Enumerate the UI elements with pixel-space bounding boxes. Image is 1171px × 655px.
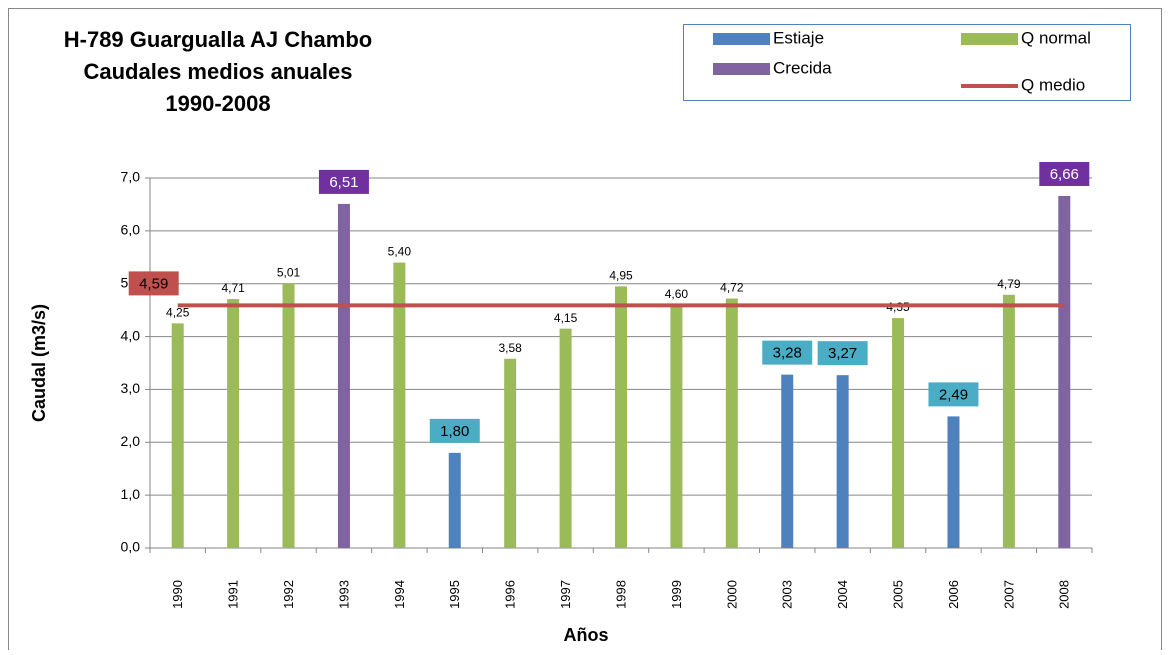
- chart-frame: [8, 8, 1162, 655]
- x-axis-title: Años: [564, 625, 609, 645]
- value-label: 4,15: [554, 311, 578, 325]
- bar: [171, 323, 184, 548]
- x-tick-label: 2000: [724, 580, 739, 609]
- chart-title: Caudales medios anuales: [84, 59, 353, 84]
- x-tick-label: 2003: [780, 580, 795, 609]
- legend-label: Q normal: [1021, 28, 1091, 47]
- bar: [1002, 294, 1015, 548]
- bar: [282, 283, 295, 548]
- x-tick-label: 2004: [835, 580, 850, 609]
- y-tick-label: 7,0: [121, 169, 141, 185]
- bar: [1058, 195, 1071, 548]
- value-label-box: [429, 418, 480, 443]
- bar: [781, 374, 794, 548]
- bar: [393, 262, 406, 548]
- bar: [227, 299, 240, 548]
- bar: [448, 452, 461, 548]
- x-tick-label: 1998: [613, 580, 628, 609]
- value-label: 4,95: [609, 269, 633, 283]
- y-tick-label: 0,0: [121, 539, 141, 555]
- chart-title: 1990-2008: [165, 91, 270, 116]
- bar: [559, 328, 572, 548]
- y-axis-title: Caudal (m3/s): [29, 304, 49, 422]
- value-label-box: [817, 341, 868, 366]
- y-tick-label: 1,0: [121, 486, 141, 502]
- value-label: 3,28: [773, 345, 802, 362]
- legend-label: Estiaje: [773, 28, 824, 47]
- value-label: 5,40: [388, 245, 412, 259]
- value-label: 4,72: [720, 281, 744, 295]
- value-label: 6,66: [1050, 166, 1079, 183]
- legend-label: Crecida: [773, 58, 832, 77]
- value-label: 6,51: [329, 174, 358, 191]
- bar: [615, 286, 627, 548]
- y-tick-label: 6,0: [121, 222, 141, 238]
- x-tick-label: 2007: [1001, 580, 1016, 609]
- value-label: 4,71: [221, 281, 245, 295]
- value-label-box: [318, 169, 369, 194]
- bar: [836, 375, 849, 548]
- bar: [725, 298, 738, 548]
- x-tick-label: 1999: [669, 580, 684, 609]
- bar: [947, 416, 960, 548]
- x-tick-label: 1995: [447, 580, 462, 609]
- value-label: 2,49: [939, 386, 968, 403]
- x-tick-label: 1992: [281, 580, 296, 609]
- legend-label: Q medio: [1021, 75, 1085, 94]
- x-tick-label: 1991: [226, 580, 241, 609]
- value-label-box: [928, 382, 979, 407]
- y-tick-label: 4,0: [121, 327, 141, 343]
- y-tick-label: 2,0: [121, 433, 141, 449]
- x-tick-label: 1993: [336, 580, 351, 609]
- value-label: 3,27: [828, 345, 857, 362]
- value-label-box: [762, 340, 813, 365]
- x-tick-label: 2005: [890, 580, 905, 609]
- x-tick-label: 2008: [1057, 580, 1072, 609]
- value-label: 4,25: [166, 306, 190, 320]
- legend-swatch: [713, 63, 770, 75]
- legend-swatch: [961, 33, 1018, 45]
- value-label: 5,01: [277, 265, 301, 279]
- bar: [892, 318, 905, 548]
- bar: [504, 358, 517, 548]
- y-tick-label: 3,0: [121, 380, 141, 396]
- x-tick-label: 1990: [170, 580, 185, 609]
- x-tick-label: 1996: [503, 580, 518, 609]
- value-label-box: [1039, 161, 1090, 186]
- bar: [337, 203, 350, 548]
- value-label: 4,59: [139, 275, 168, 292]
- value-label: 1,80: [440, 423, 469, 440]
- x-tick-label: 2006: [946, 580, 961, 609]
- chart-title: H-789 Guargualla AJ Chambo: [64, 27, 372, 52]
- bar: [670, 304, 683, 548]
- value-label: 3,58: [498, 341, 522, 355]
- x-tick-label: 1997: [558, 580, 573, 609]
- value-label: 4,79: [997, 277, 1021, 291]
- value-label: 4,60: [665, 287, 689, 301]
- value-label-box: [128, 271, 179, 296]
- legend-swatch: [713, 33, 770, 45]
- x-tick-label: 1994: [392, 580, 407, 609]
